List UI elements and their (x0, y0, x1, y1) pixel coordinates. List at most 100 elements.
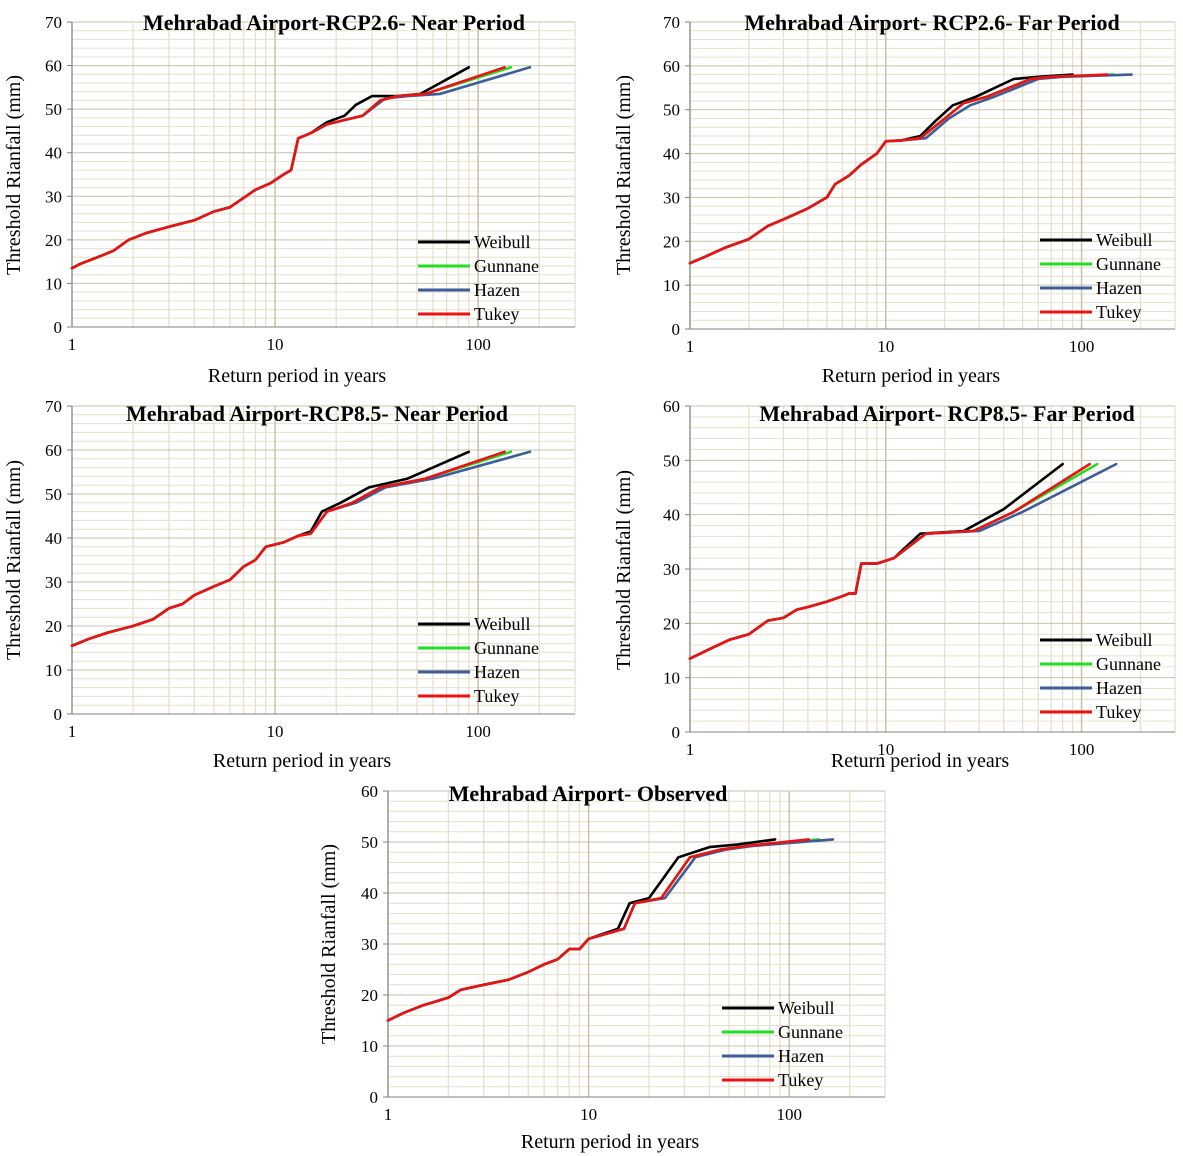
chart-1-title: Mehrabad Airport- RCP2.6- Far Period (744, 10, 1119, 35)
chart-2-y-tick-label: 30 (45, 573, 62, 592)
chart-0-series-hazen-line (70, 66, 532, 270)
chart-2-x-tick-label: 1 (68, 722, 77, 741)
chart-0-x-axis-label: Return period in years (208, 365, 386, 387)
chart-0-y-tick-label: 0 (54, 318, 63, 337)
chart-1-legend-label-hazen: Hazen (1096, 278, 1142, 298)
chart-0-x-tick-label: 1 (68, 335, 77, 354)
chart-0-grid (71, 21, 576, 328)
chart-panel-rcp85-near: 0 10 20 30 40 50 60 70 1 10 100 Mehrabad Airport-RC… (0, 392, 592, 774)
chart-0-y-tick-label: 20 (45, 231, 62, 250)
chart-3-legend-label-tukey: Tukey (1096, 702, 1141, 722)
chart-svg-rcp26-near: 0 10 20 30 40 50 60 70 1 10 100 Mehrabad Airport-RC… (3, 10, 576, 387)
chart-0-y-tick-label: 60 (45, 57, 62, 76)
chart-4-y-axis-label: Threshold Rianfall (mm) (318, 844, 340, 1044)
chart-0-legend-label-weibull: Weibull (474, 232, 531, 252)
chart-3-x-tick-label: 100 (1069, 740, 1095, 759)
chart-1-legend-label-gunnane: Gunnane (1096, 254, 1161, 274)
chart-1-x-tick-label: 100 (1069, 337, 1095, 356)
chart-2-y-tick-label: 10 (45, 661, 62, 680)
chart-4-y-tick-label: 20 (361, 986, 378, 1005)
chart-1-y-tick-label: 0 (672, 320, 681, 339)
chart-0-legend-label-hazen: Hazen (474, 280, 520, 300)
chart-0-legend-label-gunnane: Gunnane (474, 256, 539, 276)
chart-2-y-tick-label: 50 (45, 485, 62, 504)
chart-2-legend: Weibull Gunnane Hazen Tukey (418, 614, 539, 706)
chart-1-y-axis-label: Threshold Rianfall (mm) (613, 75, 635, 275)
chart-3-y-tick-label: 20 (663, 614, 680, 633)
chart-2-y-tick-label: 40 (45, 529, 62, 548)
chart-2-series-tukey-line (70, 450, 506, 648)
chart-0-x-tick-label: 10 (267, 335, 284, 354)
chart-panel-rcp26-near: 0 10 20 30 40 50 60 70 1 10 100 Mehrabad Airport-RC… (0, 0, 592, 392)
chart-3-y-tick-label: 30 (663, 560, 680, 579)
chart-2-title: Mehrabad Airport-RCP8.5- Near Period (126, 401, 508, 426)
chart-0-y-axis-label: Threshold Rianfall (mm) (3, 75, 25, 275)
chart-0-y-tick-label: 10 (45, 274, 62, 293)
chart-0-series-group (70, 66, 532, 270)
chart-panel-observed: 0 10 20 30 40 50 60 1 10 100 Mehrabad Airport- Obs… (300, 774, 900, 1156)
chart-1-y-tick-label: 60 (663, 57, 680, 76)
chart-3-legend: Weibull Gunnane Hazen Tukey (1040, 630, 1161, 722)
chart-3-y-tick-label: 60 (663, 397, 680, 416)
chart-0-y-tick-label: 40 (45, 144, 62, 163)
chart-2-legend-label-weibull: Weibull (474, 614, 531, 634)
chart-svg-observed: 0 10 20 30 40 50 60 1 10 100 Mehrabad Airport- Obs… (318, 781, 886, 1153)
chart-4-title: Mehrabad Airport- Observed (449, 781, 728, 806)
chart-1-y-tick-label: 20 (663, 232, 680, 251)
chart-2-legend-label-gunnane: Gunnane (474, 638, 539, 658)
chart-1-series-weibull-line (688, 73, 1074, 265)
chart-4-series-gunnane-line (386, 838, 820, 1022)
chart-2-series-group (70, 450, 532, 648)
chart-panel-rcp26-far: 0 10 20 30 40 50 60 70 1 10 100 Mehrabad Airport- R… (592, 0, 1183, 392)
chart-3-series-group (688, 462, 1118, 660)
chart-3-legend-label-gunnane: Gunnane (1096, 654, 1161, 674)
chart-2-y-tick-label: 60 (45, 441, 62, 460)
chart-0-y-tick-label: 30 (45, 187, 62, 206)
chart-0-x-tick-label: 100 (465, 335, 491, 354)
chart-2-y-axis-label: Threshold Rianfall (mm) (3, 460, 25, 660)
chart-0-legend: Weibull Gunnane Hazen Tukey (418, 232, 539, 324)
chart-1-x-tick-label: 10 (877, 337, 894, 356)
chart-2-x-tick-label: 100 (465, 722, 491, 741)
chart-1-series-tukey-line (688, 73, 1109, 265)
chart-4-series-group (386, 838, 835, 1022)
chart-4-legend-label-hazen: Hazen (778, 1046, 824, 1066)
chart-4-x-tick-label: 100 (777, 1105, 803, 1124)
chart-3-x-tick-label: 1 (686, 740, 695, 759)
chart-0-title: Mehrabad Airport-RCP2.6- Near Period (143, 10, 525, 35)
chart-4-series-tukey-line (386, 838, 810, 1022)
chart-2-y-tick-label: 20 (45, 617, 62, 636)
chart-2-x-axis-label: Return period in years (213, 750, 391, 772)
chart-4-y-tick-label: 10 (361, 1037, 378, 1056)
chart-panel-rcp85-far: 0 10 20 30 40 50 60 1 10 100 Mehrabad Airport- RCP… (592, 392, 1183, 774)
chart-2-x-tick-label: 10 (267, 722, 284, 741)
chart-3-y-tick-label: 50 (663, 451, 680, 470)
chart-3-series-tukey-line (688, 462, 1091, 660)
chart-4-x-tick-label: 10 (580, 1105, 597, 1124)
chart-2-y-tick-label: 70 (45, 397, 62, 416)
chart-3-x-axis-label: Return period in years (831, 750, 1009, 772)
chart-3-legend-label-weibull: Weibull (1096, 630, 1153, 650)
chart-4-y-tick-label: 40 (361, 884, 378, 903)
chart-svg-rcp26-far: 0 10 20 30 40 50 60 70 1 10 100 Mehrabad Airport- R… (613, 10, 1176, 387)
chart-4-legend-label-gunnane: Gunnane (778, 1022, 843, 1042)
chart-4-series-weibull-line (386, 838, 777, 1022)
chart-4-legend-label-tukey: Tukey (778, 1070, 823, 1090)
chart-4-y-tick-label: 0 (370, 1088, 379, 1107)
chart-3-y-axis-label: Threshold Rianfall (mm) (613, 470, 635, 670)
chart-2-y-tick-label: 0 (54, 705, 63, 724)
chart-3-legend-label-hazen: Hazen (1096, 678, 1142, 698)
chart-svg-rcp85-near: 0 10 20 30 40 50 60 70 1 10 100 Mehrabad Airport-RC… (3, 397, 576, 772)
chart-3-y-tick-label: 0 (672, 723, 681, 742)
chart-1-x-axis-label: Return period in years (822, 365, 1000, 387)
chart-2-legend-label-tukey: Tukey (474, 686, 519, 706)
chart-3-grid (689, 405, 1176, 733)
chart-1-grid (689, 21, 1176, 330)
chart-1-legend-label-weibull: Weibull (1096, 230, 1153, 250)
chart-0-series-tukey-line (70, 66, 506, 270)
chart-svg-rcp85-far: 0 10 20 30 40 50 60 1 10 100 Mehrabad Airport- RCP… (613, 397, 1176, 772)
chart-1-y-tick-label: 70 (663, 13, 680, 32)
chart-1-x-tick-label: 1 (686, 337, 695, 356)
chart-3-title: Mehrabad Airport- RCP8.5- Far Period (759, 401, 1134, 426)
chart-0-legend-label-tukey: Tukey (474, 304, 519, 324)
